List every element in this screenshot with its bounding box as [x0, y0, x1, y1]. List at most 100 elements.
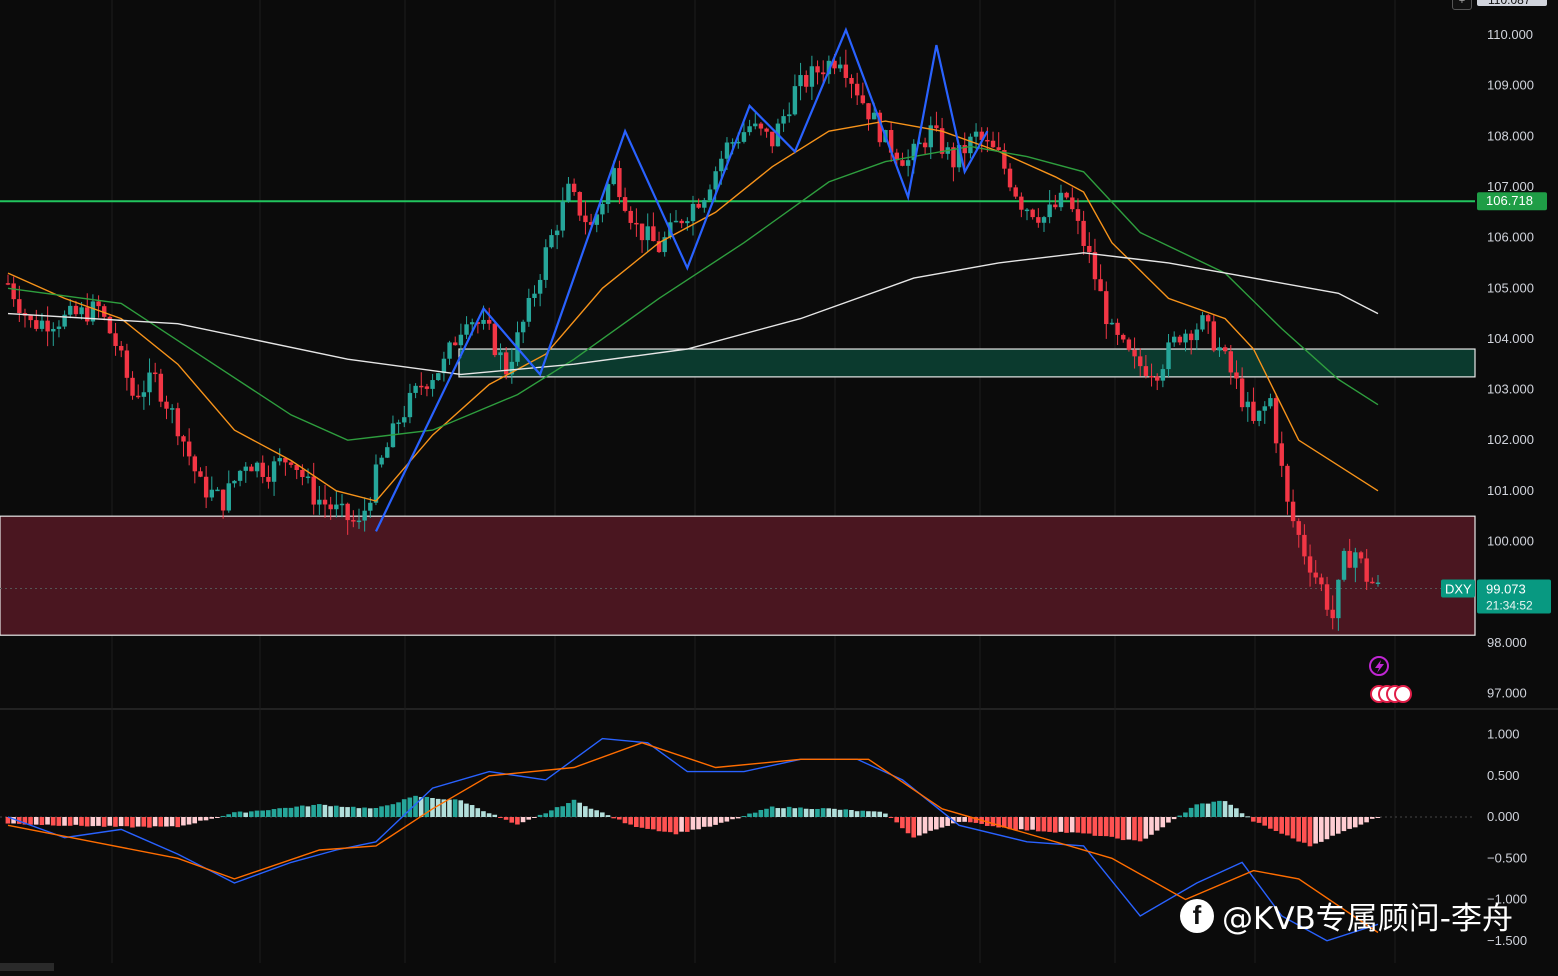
macd-bar: [588, 808, 594, 817]
macd-bar: [741, 816, 747, 818]
macd-bar: [860, 810, 866, 817]
macd-bar: [826, 808, 832, 817]
macd-bar: [45, 817, 50, 825]
candle-body: [1166, 342, 1171, 370]
candle-body: [424, 386, 430, 389]
macd-bar: [662, 817, 667, 832]
macd-bar: [928, 817, 933, 831]
macd-bar: [356, 808, 362, 817]
candle-body: [520, 321, 526, 333]
macd-bar: [192, 817, 198, 824]
candle-body: [1256, 410, 1262, 421]
macd-bar: [232, 812, 237, 817]
macd-bar: [475, 808, 481, 817]
macd-bar: [1205, 803, 1211, 817]
signal-line: [7, 742, 1379, 934]
macd-bar: [934, 817, 939, 830]
candle-body: [679, 220, 684, 224]
macd-bar: [164, 817, 169, 827]
bottom-panel-tab[interactable]: [0, 963, 54, 971]
macd-bar: [390, 804, 396, 817]
price-axis-label: 106.000: [1487, 230, 1534, 245]
macd-bar: [1018, 817, 1024, 830]
macd-bar: [690, 817, 696, 830]
macd-bar: [226, 814, 231, 817]
macd-bar: [362, 807, 367, 817]
macd-bar: [107, 817, 113, 826]
candle-body: [1330, 609, 1335, 619]
macd-bar: [962, 817, 967, 822]
macd-bar: [73, 817, 79, 825]
candle-body: [1273, 398, 1279, 444]
macd-bar: [894, 817, 900, 823]
current-price-value: 99.073: [1486, 581, 1526, 596]
macd-bar: [1273, 817, 1279, 831]
candle-body: [1341, 550, 1347, 580]
candle-body: [549, 235, 554, 248]
macd-bar: [492, 814, 498, 817]
candle-body: [475, 322, 481, 324]
candle-body: [1370, 581, 1375, 584]
macd-bar: [503, 817, 509, 820]
candle-body: [764, 128, 769, 132]
candle-body: [107, 316, 113, 334]
macd-bar: [917, 817, 922, 836]
candle-body: [1058, 192, 1064, 208]
macd-bar: [101, 817, 107, 827]
macd-bar: [684, 817, 690, 832]
candle-body: [1155, 376, 1160, 381]
macd-bar: [84, 817, 90, 827]
candle-body: [956, 145, 962, 168]
current-price-tag-bg: [1477, 579, 1551, 614]
candle-body: [458, 334, 464, 346]
candle-body: [503, 352, 509, 375]
macd-bar: [413, 795, 418, 817]
macd-bar: [724, 817, 730, 822]
price-axis-label: 103.000: [1487, 382, 1534, 397]
support-zone: [0, 515, 1476, 636]
candle-body: [373, 464, 379, 503]
candle-body: [888, 130, 894, 153]
macd-bar: [967, 817, 973, 823]
symbol-tag: DXY: [1445, 581, 1472, 596]
macd-bar: [305, 806, 311, 817]
candle-body: [1336, 579, 1341, 619]
candle-body: [1160, 369, 1166, 381]
macd-bar: [209, 817, 215, 819]
candle-body: [147, 372, 152, 393]
macd-bar: [605, 815, 611, 817]
macd-bar: [747, 813, 752, 817]
candle-body: [1098, 279, 1103, 292]
macd-bar: [424, 796, 430, 817]
candle-body: [1347, 550, 1352, 568]
macd-bar: [1154, 817, 1160, 831]
macd-bar: [373, 808, 379, 817]
candle-body: [911, 143, 916, 161]
candles: [5, 49, 1381, 631]
candle-body: [894, 152, 900, 161]
candle-body: [1138, 356, 1143, 367]
plus-circle-icon[interactable]: +: [1452, 0, 1472, 10]
macd-bar: [1047, 817, 1052, 832]
macd-bar: [1098, 817, 1103, 837]
candle-body: [837, 64, 843, 69]
candle-body: [1262, 406, 1267, 411]
candle-body: [951, 147, 956, 168]
candle-body: [1013, 187, 1018, 197]
macd-axis-label: 0.000: [1487, 809, 1520, 824]
candle-body: [28, 315, 33, 321]
macd-bar: [781, 808, 786, 817]
candle-body: [385, 447, 390, 458]
macd-bar: [1222, 801, 1228, 817]
price-axis-label: 102.000: [1487, 432, 1534, 447]
macd-bar: [594, 810, 599, 817]
macd-bar: [696, 817, 701, 830]
candle-body: [90, 301, 96, 322]
candle-body: [1234, 372, 1239, 379]
price-axis-label: 98.000: [1487, 635, 1527, 650]
candle-body: [1104, 291, 1109, 325]
macd-bar: [1290, 817, 1296, 839]
macd-bar: [130, 817, 135, 828]
